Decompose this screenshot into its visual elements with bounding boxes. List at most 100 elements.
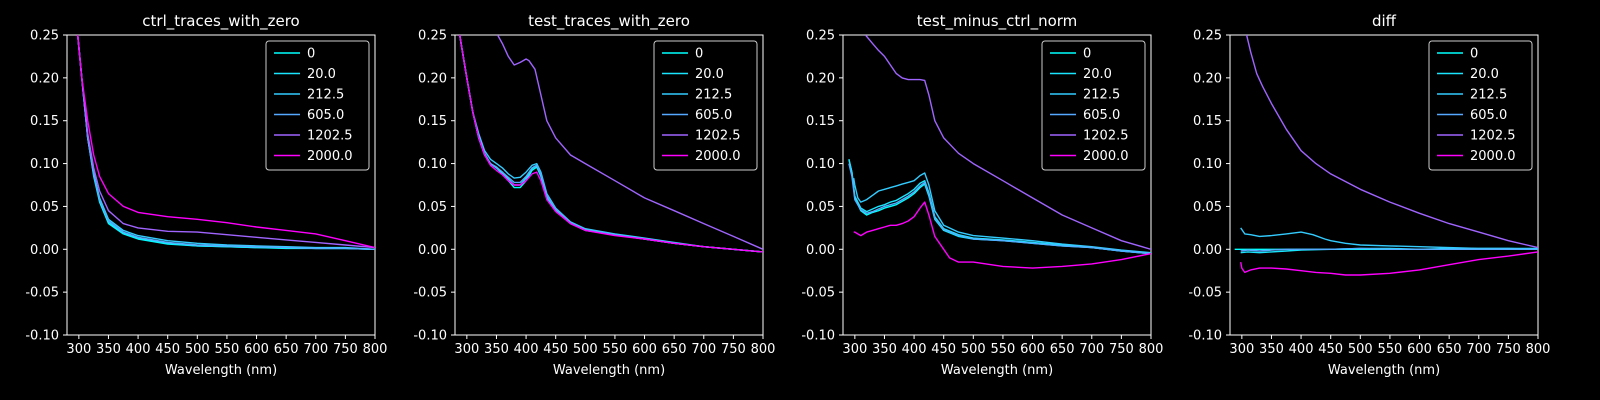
series-line-1202.5 [864,35,1151,250]
legend: 0 20.0 212.5 605.0 1202.5 2000.0 [653,40,758,171]
x-tick-label: 600 [244,342,269,357]
x-tick-label: 550 [215,342,240,357]
x-tick-label: 750 [1109,342,1134,357]
series-line-2000.0 [1240,251,1538,276]
x-tick-label: 300 [454,342,479,357]
x-tick-label: 700 [1079,342,1104,357]
y-tick-label: 0.25 [1193,29,1222,44]
legend-label: 605.0 [307,108,344,123]
y-tick-label: 0.10 [806,157,835,172]
legend-label: 20.0 [1470,67,1499,82]
x-tick-label: 750 [721,342,746,357]
x-tick-label: 650 [662,342,687,357]
legend-label: 2000.0 [695,149,741,164]
x-tick-label: 350 [872,342,897,357]
x-tick-label: 700 [691,342,716,357]
legend-label: 2000.0 [1470,149,1516,164]
x-tick-label: 300 [842,342,867,357]
legend-label: 20.0 [1083,67,1112,82]
series-line-20.0 [848,159,1151,255]
x-tick-label: 550 [991,342,1016,357]
series-line-212.5 [1240,227,1538,250]
legend-label: 212.5 [1083,88,1120,103]
y-tick-label: 0.15 [418,114,447,129]
y-tick-label: 0.05 [1193,200,1222,215]
series-line-1202.5 [1245,35,1538,249]
plot-frame [454,34,764,336]
x-tick-label: 450 [931,342,956,357]
legend-label: 2000.0 [1083,149,1129,164]
y-tick-label: 0.05 [806,200,835,215]
y-tick-label: 0.15 [806,114,835,129]
x-tick-label: 650 [1050,342,1075,357]
x-tick-label: 650 [274,342,299,357]
y-tick-label: -0.10 [1188,329,1222,344]
y-tick-label: 0.10 [418,157,447,172]
x-tick-label: 300 [1229,342,1254,357]
legend-label: 605.0 [1470,108,1507,123]
y-tick-label: 0.10 [30,157,59,172]
x-tick-label: 400 [514,342,539,357]
y-tick-label: 0.00 [806,243,835,258]
legend-label: 1202.5 [1470,129,1516,144]
x-axis-label: Wavelength (nm) [941,363,1053,378]
series-line-605.0 [848,163,1151,255]
y-tick-label: -0.10 [801,329,835,344]
x-tick-label: 550 [1378,342,1403,357]
plot-frame [842,34,1152,336]
y-tick-label: 0.10 [1193,157,1222,172]
legend: 0 20.0 212.5 605.0 1202.5 2000.0 [1428,40,1533,171]
x-tick-label: 350 [96,342,121,357]
plot-frame [1229,34,1539,336]
plot-frame [66,34,376,336]
legend-label: 0 [1470,47,1478,62]
x-tick-label: 400 [126,342,151,357]
chart-title: ctrl_traces_with_zero [142,12,299,31]
x-tick-label: 700 [1466,342,1491,357]
y-tick-label: -0.05 [25,286,59,301]
legend-label: 212.5 [1470,88,1507,103]
y-tick-label: -0.05 [413,286,447,301]
legend-label: 1202.5 [695,129,741,144]
y-tick-label: 0.25 [30,29,59,44]
x-axis-label: Wavelength (nm) [165,363,277,378]
y-tick-label: 0.20 [1193,71,1222,86]
legend-label: 20.0 [695,67,724,82]
x-tick-label: 550 [603,342,628,357]
legend-label: 1202.5 [307,129,353,144]
legend-label: 20.0 [307,67,336,82]
x-axis-label: Wavelength (nm) [1328,363,1440,378]
y-tick-label: 0.20 [418,71,447,86]
x-tick-label: 450 [543,342,568,357]
x-tick-label: 500 [1348,342,1373,357]
series-group [848,35,1151,269]
x-tick-label: 800 [1526,342,1551,357]
x-tick-label: 400 [902,342,927,357]
y-tick-label: 0.15 [1193,114,1222,129]
legend-label: 212.5 [307,88,344,103]
chart-title: test_minus_ctrl_norm [917,12,1078,31]
chart-panel-3: test_minus_ctrl_norm Wavelength (nm) 300 35… [801,12,1163,378]
chart-panel-4: diff Wavelength (nm) 300 350 400 450 500 550 600… [1188,12,1550,378]
legend-label: 0 [695,47,703,62]
series-line-212.5 [853,172,1151,254]
series-line-605.0 [1240,247,1538,252]
x-tick-label: 350 [1259,342,1284,357]
legend-label: 212.5 [695,88,732,103]
series-line-2000.0 [459,35,763,253]
legend-label: 0 [1083,47,1091,62]
y-tick-label: 0.05 [30,200,59,215]
legend-label: 2000.0 [307,149,353,164]
x-tick-label: 800 [1139,342,1164,357]
y-tick-label: 0.20 [806,71,835,86]
series-line-1202.5 [77,35,375,249]
legend-label: 605.0 [695,108,732,123]
x-tick-label: 400 [1289,342,1314,357]
x-tick-label: 500 [961,342,986,357]
y-tick-label: -0.10 [25,329,59,344]
x-tick-label: 350 [484,342,509,357]
legend: 0 20.0 212.5 605.0 1202.5 2000.0 [265,40,370,171]
y-tick-label: 0.15 [30,114,59,129]
